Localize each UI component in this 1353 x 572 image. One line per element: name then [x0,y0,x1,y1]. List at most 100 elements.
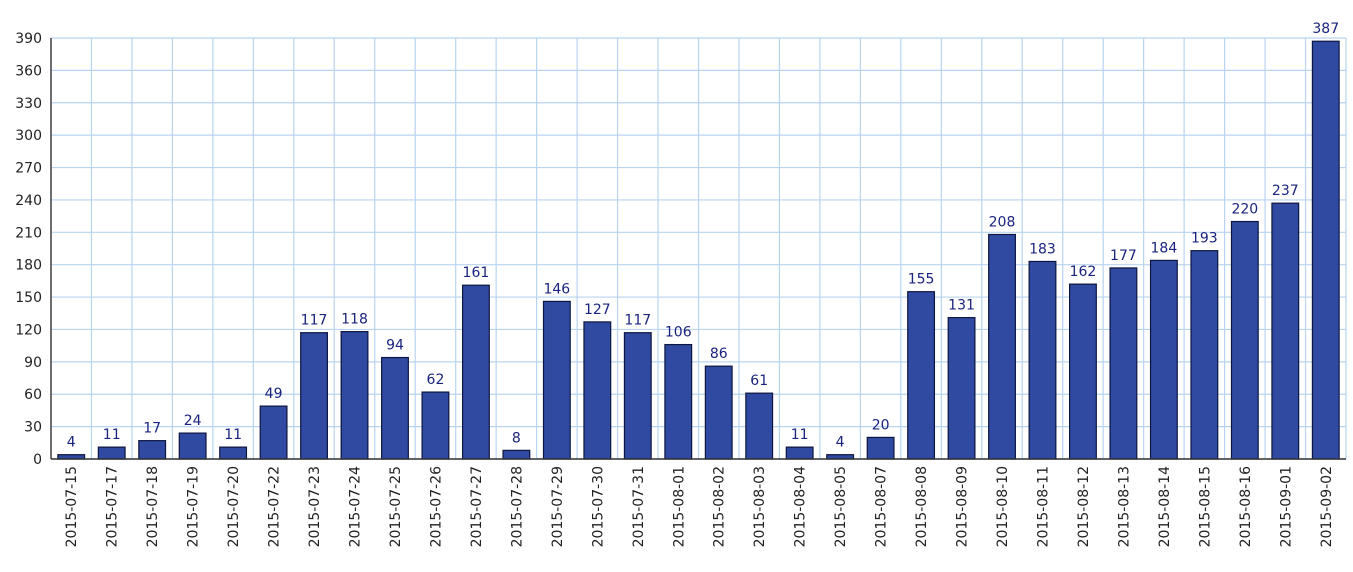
bar-value-label: 8 [512,430,521,446]
x-tick-label: 2015-08-11 [1035,466,1051,547]
bar [947,316,976,460]
y-tick-label: 150 [15,290,42,306]
bar-value-label: 20 [872,417,890,433]
bar-value-label: 183 [1029,241,1056,257]
y-tick-label: 390 [15,31,42,47]
bar [259,405,288,460]
bar-value-label: 61 [750,373,768,389]
x-axis-ticks: 2015-07-15 2015-07-17 2015-07-18 2015-07-19… [64,466,1335,547]
x-tick-label: 2015-07-19 [186,466,202,547]
x-tick-label: 2015-07-27 [469,466,485,547]
x-tick-label: 2015-08-13 [1116,466,1132,547]
bar-value-label: 94 [386,338,404,354]
bar [704,365,733,460]
x-tick-label: 2015-08-14 [1157,466,1173,547]
bar-value-label: 220 [1231,202,1258,218]
bar [219,446,248,460]
x-tick-label: 2015-07-22 [267,466,283,547]
x-tick-label: 2015-07-24 [348,466,364,547]
x-tick-label: 2015-07-17 [105,466,121,547]
y-tick-label: 300 [15,128,42,144]
bar-value-label: 24 [184,413,202,429]
bar [502,449,531,460]
x-tick-label: 2015-07-20 [226,466,242,547]
y-tick-label: 360 [15,63,42,79]
bar-value-label: 131 [948,298,975,314]
bar-value-label: 161 [463,265,490,281]
bar [583,321,612,460]
bar-value-label: 4 [67,435,76,451]
x-tick-label: 2015-08-16 [1238,466,1254,547]
y-tick-label: 240 [15,193,42,209]
bar [988,233,1016,460]
bar [178,432,207,460]
y-tick-label: 270 [15,161,42,177]
x-tick-label: 2015-07-29 [550,466,566,547]
bar [421,391,450,460]
bar-value-label: 237 [1272,183,1299,199]
y-tick-label: 30 [24,420,42,436]
x-tick-label: 2015-08-02 [712,466,728,547]
bars [57,40,1340,460]
bar [340,331,369,460]
bar-value-label: 62 [427,372,445,388]
bar-value-label: 86 [710,346,728,362]
bar-value-label: 146 [543,281,570,297]
bar [1028,260,1057,460]
bar-value-label: 177 [1110,248,1137,264]
bar-value-label: 106 [665,325,692,341]
bar [745,392,774,460]
bar-value-label: 387 [1312,21,1339,37]
y-tick-label: 210 [15,225,42,241]
x-tick-label: 2015-08-08 [914,466,930,547]
y-tick-label: 180 [15,258,42,274]
x-tick-label: 2015-07-18 [145,466,161,547]
bar-value-label: 208 [989,214,1016,230]
x-tick-label: 2015-08-03 [752,466,768,547]
bar-value-label: 162 [1070,264,1097,280]
x-tick-label: 2015-07-31 [631,466,647,547]
x-tick-label: 2015-07-26 [428,466,444,547]
x-tick-label: 2015-07-23 [307,466,323,547]
bar-value-label: 155 [908,272,935,288]
x-tick-label: 2015-07-15 [64,466,80,547]
x-tick-label: 2015-08-15 [1197,466,1213,547]
bar-value-label: 11 [224,427,242,443]
axes [50,38,1346,460]
grid [50,37,1347,460]
bar [542,300,571,460]
y-tick-label: 330 [15,96,42,112]
y-axis-ticks: 0 30 60 90 120 150 180 210 240 270 300 330 360 390 [15,31,42,468]
x-tick-label: 2015-09-01 [1278,466,1294,547]
x-tick-label: 2015-07-30 [590,466,606,547]
x-tick-label: 2015-08-05 [833,466,849,547]
bar [97,446,126,460]
x-tick-label: 2015-08-07 [874,466,890,547]
bar-value-label: 117 [624,313,651,329]
x-tick-label: 2015-08-04 [793,466,809,547]
bar [664,343,693,460]
bar [381,356,409,460]
bar-value-label: 11 [791,427,809,443]
bar-value-label: 49 [265,386,283,402]
bar [866,436,895,460]
x-tick-label: 2015-08-10 [995,466,1011,547]
x-tick-label: 2015-07-28 [509,466,525,547]
bar-value-label: 184 [1151,240,1178,256]
bar-value-label: 193 [1191,231,1218,247]
bar [138,440,167,460]
bar [1068,283,1097,460]
y-tick-label: 0 [33,452,42,468]
x-tick-label: 2015-08-01 [671,466,687,547]
bar [623,332,652,460]
x-tick-label: 2015-09-02 [1319,466,1335,547]
y-tick-label: 120 [15,322,42,338]
bar-value-label: 17 [143,421,161,437]
bar [461,284,490,460]
x-tick-label: 2015-08-09 [955,466,971,547]
x-tick-label: 2015-07-25 [388,466,404,547]
bar [1271,202,1300,460]
data-labels: 4 11 17 24 11 49 117 118 94 62 161 8 146 127 117 106 86 6… [67,21,1339,450]
bar-value-label: 4 [836,435,845,451]
